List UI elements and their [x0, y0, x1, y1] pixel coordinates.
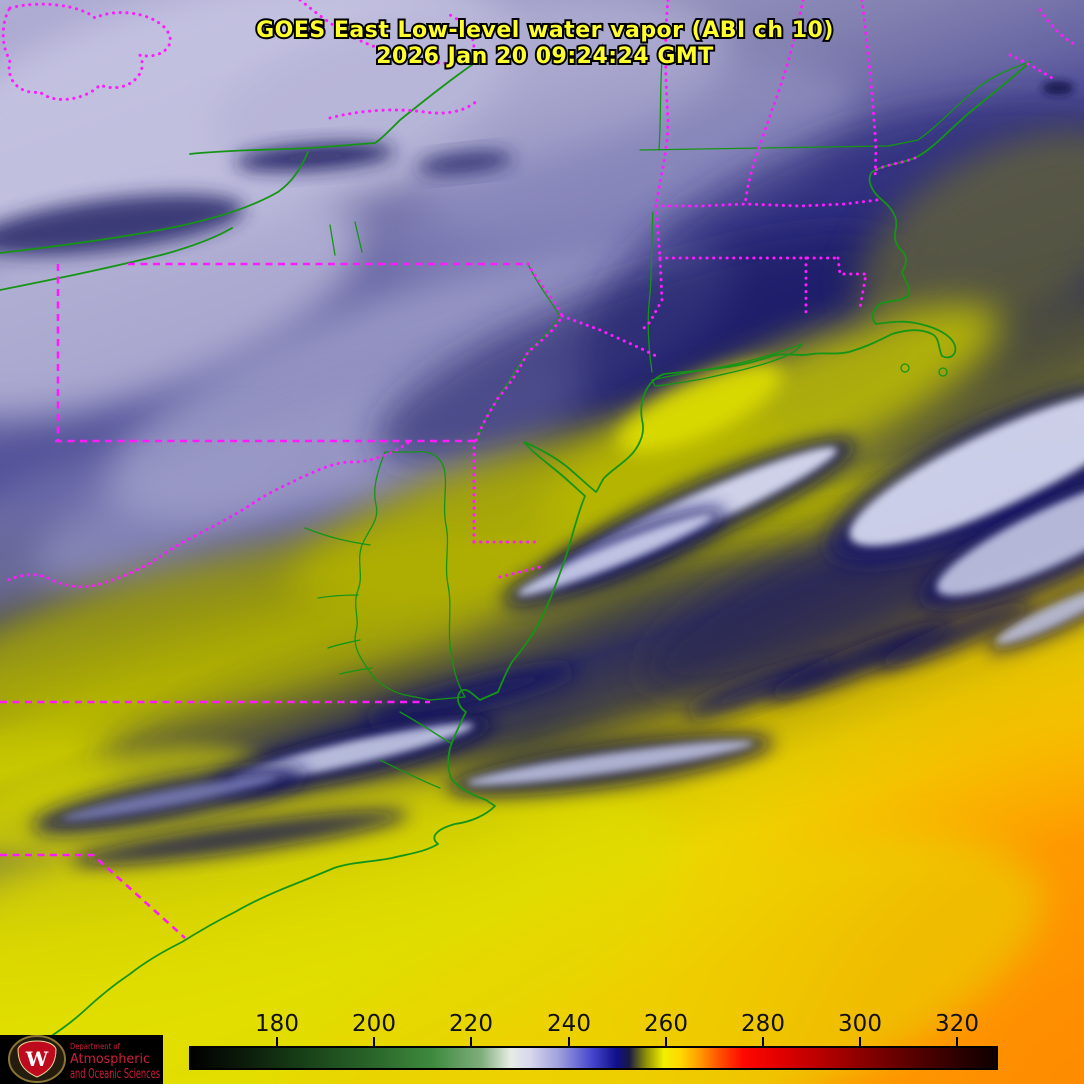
wave-cloud-streaks	[32, 377, 1084, 866]
long-island-outline	[651, 343, 803, 387]
tick-label: 260	[644, 1011, 688, 1037]
pamlico-sound	[379, 711, 453, 789]
temperature-colorbar: 180 200 220 240 260 280 300 320	[189, 1011, 998, 1070]
colorbar-tick-labels: 180 200 220 240 260 280 300 320	[255, 1011, 979, 1037]
colorbar-gradient-bar	[189, 1046, 998, 1070]
tick-label: 180	[255, 1011, 299, 1037]
canadian-lakes-north	[298, 0, 480, 120]
border-vt-nh	[743, 0, 805, 208]
nantucket	[938, 367, 948, 377]
logo-dept-of: Department of	[70, 1042, 120, 1051]
border-ma-ct-ri	[658, 256, 868, 317]
us-canada-border-line	[639, 61, 1031, 151]
chesapeake-tributaries	[304, 527, 373, 675]
lake-ontario-south-shore	[0, 151, 309, 254]
border-ny-vt	[654, 0, 670, 208]
logo-name-line1: Atmospheric	[70, 1052, 150, 1067]
maine-coast-dots	[870, 8, 1078, 174]
tick-label: 240	[547, 1011, 591, 1037]
uw-monogram: W	[25, 1047, 49, 1071]
finger-lakes	[329, 221, 363, 256]
uw-crest-logo: W	[8, 1035, 66, 1083]
atlantic-coastline	[19, 61, 1031, 1051]
marthas-vineyard	[900, 363, 910, 373]
border-nc-sc	[0, 853, 186, 939]
tick-label: 300	[838, 1011, 882, 1037]
tick-label: 320	[935, 1011, 979, 1037]
delaware-river	[477, 263, 561, 441]
state-border-layer	[0, 0, 1078, 939]
coastline-layer	[0, 59, 1031, 1051]
border-de-md	[472, 439, 546, 579]
border-md-va-potomac	[6, 441, 410, 589]
colorbar-ticks	[276, 1037, 958, 1047]
image-title: GOES East Low-level water vapor (ABI ch …	[254, 16, 835, 71]
tick-label: 280	[741, 1011, 785, 1037]
tick-label: 200	[352, 1011, 396, 1037]
lake-champlain	[658, 59, 663, 151]
border-pa-nj-delaware-river	[474, 262, 564, 443]
border-ny-nj	[560, 314, 660, 359]
border-nh-me	[860, 0, 878, 182]
title-line-1: GOES East Low-level water vapor (ABI ch …	[256, 18, 834, 43]
lake-ontario-north-shore	[189, 61, 477, 155]
border-ny-ma-ct	[638, 204, 664, 334]
title-line-2: 2026 Jan 20 09:24:24 GMT	[376, 44, 714, 69]
aos-logo: W Department of Atmospheric and Oceanic …	[0, 1035, 163, 1084]
lake-erie-shore	[0, 227, 233, 291]
canadian-lakes-northwest	[1, 2, 172, 101]
logo-name-line2: and Oceanic Sciences	[70, 1067, 160, 1082]
border-ma-north	[654, 198, 879, 208]
hudson-river	[647, 211, 654, 373]
tick-label: 220	[449, 1011, 493, 1037]
